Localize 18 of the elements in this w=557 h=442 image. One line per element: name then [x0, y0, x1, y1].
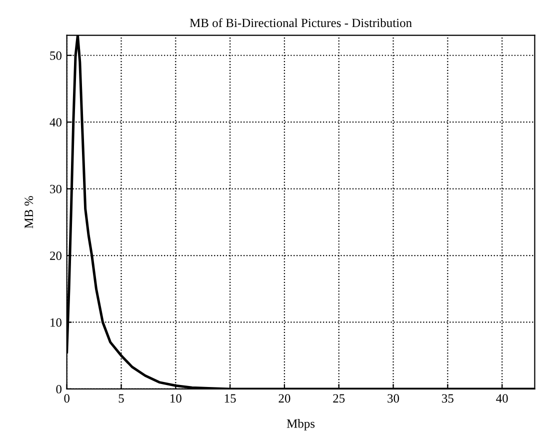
- y-axis-title: MB %: [24, 196, 34, 228]
- y-tick-label: 0: [56, 384, 62, 394]
- x-tick-label: 30: [388, 394, 400, 403]
- x-tick-label: 35: [442, 394, 454, 403]
- y-tick-label: 10: [50, 318, 62, 327]
- chart-title: MB of Bi-Directional Pictures - Distribution: [190, 18, 412, 28]
- x-axis-title: Mbps: [286, 419, 315, 430]
- x-tick-label: 20: [278, 394, 290, 403]
- x-tick-label: 15: [224, 394, 236, 403]
- y-tick-label: 20: [50, 252, 62, 260]
- y-tick-label: 40: [50, 118, 62, 127]
- x-tick-label: 5: [118, 394, 124, 403]
- x-tick-label: 10: [170, 394, 182, 403]
- y-tick-label: 30: [50, 184, 62, 194]
- y-tick-label: 50: [50, 51, 62, 60]
- x-tick-label: 25: [333, 394, 345, 403]
- x-tick-label: 0: [64, 394, 70, 403]
- x-tick-label: 40: [496, 394, 508, 403]
